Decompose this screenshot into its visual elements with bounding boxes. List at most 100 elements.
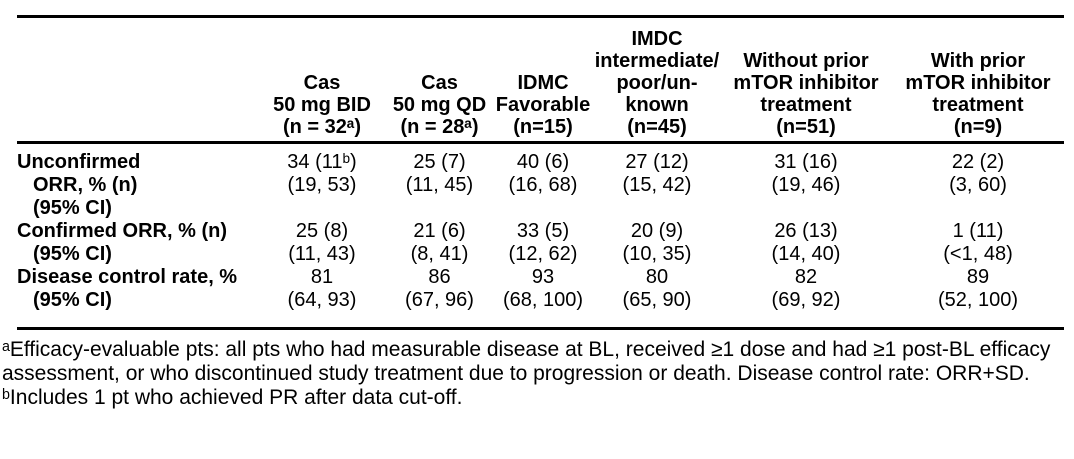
table-body: Unconfirmed ORR, % (n) (95% CI) 34 (11ᵇ)… [17, 143, 1064, 330]
data-cell: 21 (6) (8, 41) [387, 220, 492, 266]
footnote-a: ᵃEfficacy-evaluable pts: all pts who had… [2, 338, 1051, 385]
header-cell-with-prior-mtor: With prior mTOR inhibitor treatment (n=9… [892, 16, 1064, 144]
value-line: 34 (11ᵇ) [287, 151, 357, 173]
header-line: Favorable [495, 94, 591, 116]
footnotes: ᵃEfficacy-evaluable pts: all pts who had… [2, 338, 1068, 410]
value-line: 25 (7) [413, 151, 466, 173]
row-label: Disease control rate, % (95% CI) [17, 266, 257, 330]
value-line: 1 (11) [952, 220, 1004, 242]
value-line: 81 [310, 266, 334, 288]
row-label: Unconfirmed ORR, % (n) (95% CI) [17, 143, 257, 221]
ci-line: (65, 90) [622, 289, 692, 311]
header-line: Cas [303, 72, 341, 94]
value-line: 31 (16) [774, 151, 838, 173]
header-line: known [625, 94, 689, 116]
header-line: 50 mg QD [392, 94, 487, 116]
header-line: With prior [930, 50, 1026, 72]
data-cell: 31 (16) (19, 46) [720, 143, 892, 221]
ci-line: (8, 41) [410, 243, 469, 265]
header-line: IDMC [517, 72, 569, 94]
header-cell-imdc-intermediate: IMDC intermediate/ poor/un- known (n=45) [594, 16, 720, 144]
value-line: 93 [531, 266, 555, 288]
data-cell: 93 (68, 100) [492, 266, 594, 330]
ci-line: (19, 46) [771, 174, 841, 196]
value-line: 89 [966, 266, 990, 288]
header-line: mTOR inhibitor [733, 72, 879, 94]
ci-line: (12, 62) [508, 243, 578, 265]
data-cell: 89 (52, 100) [892, 266, 1064, 330]
data-cell: 34 (11ᵇ) (19, 53) [257, 143, 387, 221]
header-line: Cas [421, 72, 458, 94]
row-label-line: Disease control rate, % [17, 266, 238, 288]
header-line: (n=15) [513, 116, 573, 138]
data-cell: 22 (2) (3, 60) [892, 143, 1064, 221]
table-row-disease-control-rate: Disease control rate, % (95% CI) 81 (64,… [17, 266, 1064, 330]
value-line: 25 (8) [295, 220, 349, 242]
ci-line: (11, 43) [288, 243, 356, 265]
ci-line: (19, 53) [287, 174, 357, 196]
efficacy-results-table: Cas 50 mg BID (n = 32ᵃ) Cas 50 mg QD (n … [17, 15, 1064, 330]
ci-line: (64, 93) [287, 289, 357, 311]
data-cell: 20 (9) (10, 35) [594, 220, 720, 266]
ci-line: (67, 96) [405, 289, 474, 311]
header-line: (n=9) [953, 116, 1003, 138]
table-row-confirmed-orr: Confirmed ORR, % (n) (95% CI) 25 (8) (11… [17, 220, 1064, 266]
ci-line: (<1, 48) [943, 243, 1013, 265]
row-label-line: (95% CI) [33, 243, 112, 265]
header-line: (n = 28ᵃ) [400, 116, 479, 138]
value-line: 27 (12) [625, 151, 689, 173]
row-label-line: (95% CI) [33, 197, 112, 219]
header-line: intermediate/ [594, 50, 720, 72]
header-line: 50 mg BID [273, 94, 371, 116]
value-line: 80 [645, 266, 669, 288]
row-label-line: (95% CI) [33, 289, 112, 311]
data-cell: 82 (69, 92) [720, 266, 892, 330]
header-row: Cas 50 mg BID (n = 32ᵃ) Cas 50 mg QD (n … [17, 16, 1064, 144]
data-cell: 86 (67, 96) [387, 266, 492, 330]
row-label-line: Confirmed ORR, % (n) [17, 220, 227, 242]
row-label: Confirmed ORR, % (n) (95% CI) [17, 220, 257, 266]
data-cell: 80 (65, 90) [594, 266, 720, 330]
data-cell: 25 (8) (11, 43) [257, 220, 387, 266]
table-row-unconfirmed-orr: Unconfirmed ORR, % (n) (95% CI) 34 (11ᵇ)… [17, 143, 1064, 221]
header-cell-cas-bid: Cas 50 mg BID (n = 32ᵃ) [257, 16, 387, 144]
value-line: 82 [794, 266, 818, 288]
ci-line: (10, 35) [622, 243, 692, 265]
data-cell: 81 (64, 93) [257, 266, 387, 330]
header-line: treatment [932, 94, 1024, 116]
value-line: 40 (6) [516, 151, 570, 173]
header-line: Without prior [743, 50, 869, 72]
value-line: 21 (6) [413, 220, 466, 242]
footnote-b: ᵇIncludes 1 pt who achieved PR after dat… [2, 386, 463, 409]
row-label-line: Unconfirmed [17, 151, 141, 173]
header-cell-idmc-favorable: IDMC Favorable (n=15) [492, 16, 594, 144]
value-line: 20 (9) [630, 220, 684, 242]
table-header: Cas 50 mg BID (n = 32ᵃ) Cas 50 mg QD (n … [17, 16, 1064, 144]
header-line: mTOR inhibitor [905, 72, 1051, 94]
data-cell: 1 (11) (<1, 48) [892, 220, 1064, 266]
ci-line: (52, 100) [937, 289, 1019, 311]
efficacy-table-wrap: Cas 50 mg BID (n = 32ᵃ) Cas 50 mg QD (n … [17, 15, 1064, 330]
header-cell-without-prior-mtor: Without prior mTOR inhibitor treatment (… [720, 16, 892, 144]
header-line: (n=51) [776, 116, 836, 138]
ci-line: (3, 60) [949, 174, 1007, 196]
data-cell: 27 (12) (15, 42) [594, 143, 720, 221]
ci-line: (69, 92) [771, 289, 841, 311]
data-cell: 26 (13) (14, 40) [720, 220, 892, 266]
data-cell: 40 (6) (16, 68) [492, 143, 594, 221]
header-line: treatment [760, 94, 852, 116]
header-cell-cas-qd: Cas 50 mg QD (n = 28ᵃ) [387, 16, 492, 144]
header-line: (n = 32ᵃ) [282, 116, 362, 138]
value-line: 26 (13) [774, 220, 838, 242]
row-label-line: ORR, % (n) [33, 174, 138, 196]
data-cell: 25 (7) (11, 45) [387, 143, 492, 221]
header-line: poor/un- [616, 72, 698, 94]
ci-line: (11, 45) [405, 174, 474, 196]
value-line: 22 (2) [951, 151, 1005, 173]
header-cell-empty [17, 16, 257, 144]
header-line: IMDC [631, 28, 683, 50]
value-line: 86 [428, 266, 451, 288]
ci-line: (14, 40) [771, 243, 841, 265]
ci-line: (15, 42) [622, 174, 692, 196]
ci-line: (16, 68) [508, 174, 578, 196]
